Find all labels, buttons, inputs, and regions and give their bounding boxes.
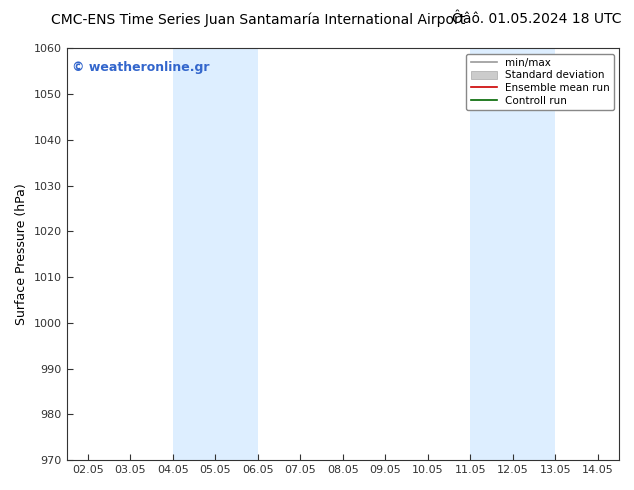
- Text: CMC-ENS Time Series Juan Santamaría International Airport: CMC-ENS Time Series Juan Santamaría Inte…: [51, 12, 465, 27]
- Text: Ôâô. 01.05.2024 18 UTC: Ôâô. 01.05.2024 18 UTC: [452, 12, 621, 26]
- Text: © weatheronline.gr: © weatheronline.gr: [72, 61, 210, 74]
- Legend: min/max, Standard deviation, Ensemble mean run, Controll run: min/max, Standard deviation, Ensemble me…: [467, 53, 614, 110]
- Bar: [470, 49, 555, 460]
- Bar: [173, 49, 258, 460]
- Y-axis label: Surface Pressure (hPa): Surface Pressure (hPa): [15, 183, 28, 325]
